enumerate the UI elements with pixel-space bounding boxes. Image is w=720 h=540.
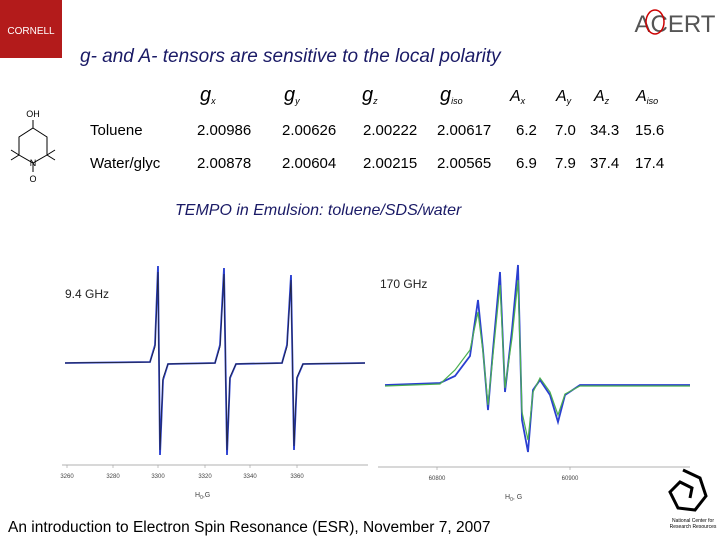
plot-label: 170 GHz bbox=[380, 277, 427, 291]
header-sub: z bbox=[604, 96, 610, 106]
axis-label: H0,G bbox=[195, 492, 210, 501]
table-cell: 2.00626 bbox=[282, 122, 336, 139]
column-header: gz bbox=[362, 84, 378, 106]
header-sub: z bbox=[372, 96, 378, 106]
table-cell: 34.3 bbox=[590, 122, 619, 139]
header-sub: iso bbox=[647, 96, 659, 106]
acert-mark bbox=[645, 9, 665, 35]
plot-label: 9.4 GHz bbox=[65, 287, 109, 301]
table-cell: 2.00215 bbox=[363, 155, 417, 172]
table-cell: 37.4 bbox=[590, 155, 619, 172]
header-sub: iso bbox=[451, 96, 463, 106]
header-sub: x bbox=[520, 96, 526, 106]
atom-label: N bbox=[30, 158, 37, 168]
table-cell: 7.9 bbox=[555, 155, 576, 172]
table-cell: 2.00604 bbox=[282, 155, 336, 172]
tick-label: 3320 bbox=[198, 474, 212, 480]
ncrr-logo bbox=[668, 468, 708, 512]
table-cell: 2.00565 bbox=[437, 155, 491, 172]
axis-label: H0, G bbox=[505, 494, 522, 503]
spectrum-170ghz bbox=[378, 264, 690, 468]
axis-sub: 0 bbox=[200, 495, 203, 501]
cornell-text: CORNELL bbox=[7, 26, 55, 37]
row-label: Water/glyc bbox=[90, 155, 161, 172]
header-sub: x bbox=[210, 96, 216, 106]
tick-label: 3280 bbox=[106, 474, 120, 480]
subtitle: TEMPO in Emulsion: toluene/SDS/water bbox=[175, 202, 462, 219]
column-header: gx bbox=[200, 84, 216, 106]
table-cell: 2.00878 bbox=[197, 155, 251, 172]
tick-label: 3260 bbox=[60, 474, 74, 480]
column-header: Ax bbox=[509, 88, 526, 106]
header-base: A bbox=[555, 88, 567, 105]
axis-rest: ,G bbox=[203, 492, 210, 499]
table-cell: 2.00617 bbox=[437, 122, 491, 139]
table-cell: 15.6 bbox=[635, 122, 664, 139]
tick-label: 60900 bbox=[562, 476, 579, 482]
cornell-logo bbox=[0, 0, 62, 58]
row-label: Toluene bbox=[90, 122, 143, 139]
axis-rest: , G bbox=[513, 494, 522, 501]
column-header: gy bbox=[284, 84, 300, 106]
axis-sub: 0 bbox=[510, 497, 513, 503]
spectrum-fit bbox=[64, 271, 366, 451]
axis-base: H bbox=[195, 492, 200, 499]
column-header: giso bbox=[440, 84, 463, 106]
header-base: g bbox=[200, 84, 211, 106]
ncrr-text: National Center for bbox=[672, 518, 714, 524]
spectrum-fit bbox=[384, 279, 690, 441]
table-cell: 17.4 bbox=[635, 155, 664, 172]
table-cell: 7.0 bbox=[555, 122, 576, 139]
axis-base: H bbox=[505, 494, 510, 501]
column-header: Ay bbox=[555, 88, 572, 106]
footer: An introduction to Electron Spin Resonan… bbox=[8, 519, 490, 536]
tick-label: 3340 bbox=[243, 474, 257, 480]
header-base: A bbox=[593, 88, 605, 105]
table-cell: 2.00222 bbox=[363, 122, 417, 139]
column-header: Az bbox=[593, 88, 610, 106]
header-base: A bbox=[509, 88, 521, 105]
header-sub: y bbox=[294, 96, 300, 106]
table-cell: 6.9 bbox=[516, 155, 537, 172]
header-base: A bbox=[635, 88, 647, 105]
table-cell: 2.00986 bbox=[197, 122, 251, 139]
tempo-structure bbox=[10, 120, 56, 172]
atom-label: O bbox=[29, 174, 36, 184]
header-base: g bbox=[440, 84, 451, 106]
tick-label: 3360 bbox=[290, 474, 304, 480]
atom-label: OH bbox=[26, 109, 40, 119]
slide-title: g- and A- tensors are sensitive to the l… bbox=[80, 46, 502, 67]
header-base: g bbox=[284, 84, 295, 106]
table-cell: 6.2 bbox=[516, 122, 537, 139]
tick-label: 60800 bbox=[429, 476, 446, 482]
header-sub: y bbox=[566, 96, 572, 106]
column-header: Aiso bbox=[635, 88, 658, 106]
ncrr-text: Research Resources bbox=[670, 524, 717, 530]
header-base: g bbox=[362, 84, 373, 106]
tick-label: 3300 bbox=[151, 474, 165, 480]
